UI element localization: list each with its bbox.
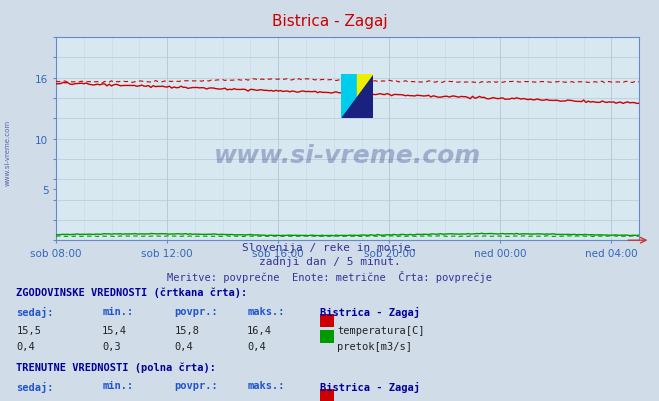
Text: www.si-vreme.com: www.si-vreme.com	[214, 144, 481, 168]
Text: Slovenija / reke in morje.: Slovenija / reke in morje.	[242, 243, 417, 253]
Text: 15,8: 15,8	[175, 325, 200, 335]
Text: 15,5: 15,5	[16, 325, 42, 335]
Text: Bistrica - Zagaj: Bistrica - Zagaj	[320, 306, 420, 317]
Text: zadnji dan / 5 minut.: zadnji dan / 5 minut.	[258, 257, 401, 267]
Text: temperatura[C]: temperatura[C]	[337, 325, 425, 335]
Text: 0,4: 0,4	[247, 341, 266, 351]
Text: 15,4: 15,4	[102, 325, 127, 335]
Text: min.:: min.:	[102, 306, 133, 316]
Text: 15,5: 15,5	[247, 400, 272, 401]
Text: Bistrica - Zagaj: Bistrica - Zagaj	[272, 14, 387, 29]
Text: 0,4: 0,4	[16, 341, 35, 351]
Text: sedaj:: sedaj:	[16, 306, 54, 317]
Bar	[357, 75, 374, 119]
Text: Bistrica - Zagaj: Bistrica - Zagaj	[320, 381, 420, 391]
Text: TRENUTNE VREDNOSTI (polna črta):: TRENUTNE VREDNOSTI (polna črta):	[16, 361, 216, 372]
Text: povpr.:: povpr.:	[175, 306, 218, 316]
Text: 0,3: 0,3	[102, 341, 121, 351]
Text: 13,5: 13,5	[102, 400, 127, 401]
Text: maks.:: maks.:	[247, 381, 285, 391]
Text: www.si-vreme.com: www.si-vreme.com	[5, 119, 11, 185]
Text: maks.:: maks.:	[247, 306, 285, 316]
Text: sedaj:: sedaj:	[16, 381, 54, 391]
Polygon shape	[342, 76, 373, 118]
Bar	[341, 75, 357, 119]
Text: pretok[m3/s]: pretok[m3/s]	[337, 341, 413, 351]
Text: 14,5: 14,5	[175, 400, 200, 401]
Text: 16,4: 16,4	[247, 325, 272, 335]
Text: povpr.:: povpr.:	[175, 381, 218, 391]
Text: Meritve: povprečne  Enote: metrične  Črta: povprečje: Meritve: povprečne Enote: metrične Črta:…	[167, 271, 492, 283]
Text: temperatura[C]: temperatura[C]	[337, 400, 425, 401]
Text: ZGODOVINSKE VREDNOSTI (črtkana črta):: ZGODOVINSKE VREDNOSTI (črtkana črta):	[16, 287, 248, 297]
Text: 0,4: 0,4	[175, 341, 193, 351]
Text: 13,5: 13,5	[16, 400, 42, 401]
Text: min.:: min.:	[102, 381, 133, 391]
